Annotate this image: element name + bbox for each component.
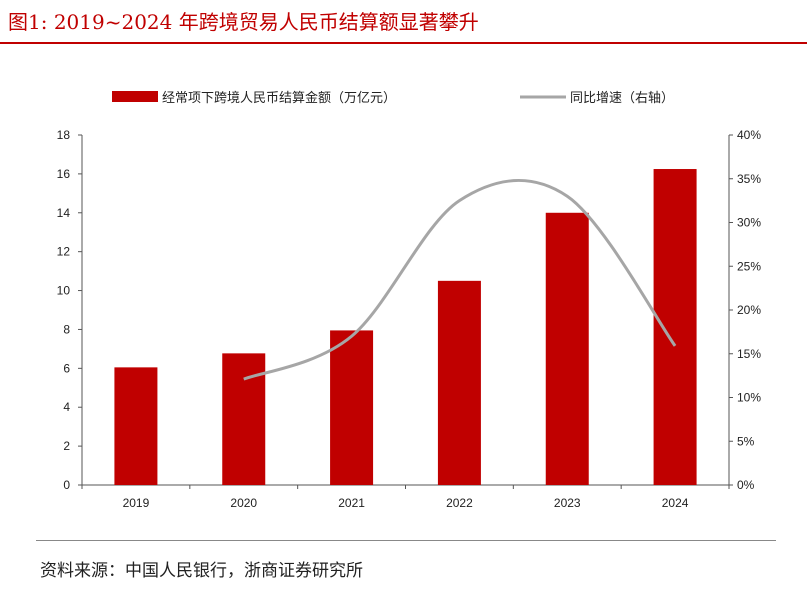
right-tick-label: 5% (737, 434, 755, 448)
x-tick-label: 2023 (554, 496, 581, 510)
left-tick-label: 18 (57, 128, 71, 142)
left-tick-label: 2 (63, 439, 70, 453)
source-note: 资料来源：中国人民银行，浙商证券研究所 (40, 561, 363, 581)
figure-title: 图1: 2019~2024 年跨境贸易人民币结算额显著攀升 (8, 10, 479, 34)
left-tick-label: 14 (57, 206, 71, 220)
bar-2022 (437, 280, 481, 485)
legend-line-label: 同比增速（右轴） (570, 90, 674, 105)
bar-2019 (114, 367, 158, 485)
left-tick-label: 6 (63, 361, 70, 375)
right-tick-label: 0% (737, 478, 755, 492)
right-tick-label: 30% (737, 216, 761, 230)
bar-2021 (330, 330, 374, 485)
right-tick-label: 10% (737, 391, 761, 405)
left-tick-label: 0 (63, 478, 70, 492)
x-tick-label: 2024 (662, 496, 689, 510)
left-tick-label: 12 (57, 245, 71, 259)
right-tick-label: 15% (737, 347, 761, 361)
right-tick-label: 40% (737, 128, 761, 142)
x-tick-label: 2019 (123, 496, 150, 510)
legend-bar-label: 经常项下跨境人民币结算金额（万亿元） (162, 90, 396, 105)
bar-2024 (653, 169, 697, 485)
title-rule (0, 42, 807, 44)
x-tick-label: 2021 (338, 496, 365, 510)
left-tick-label: 16 (57, 167, 71, 181)
left-tick-label: 10 (57, 284, 71, 298)
right-tick-label: 20% (737, 303, 761, 317)
bar-2023 (545, 212, 589, 485)
right-tick-label: 35% (737, 172, 761, 186)
right-tick-label: 25% (737, 259, 761, 273)
x-tick-label: 2022 (446, 496, 473, 510)
left-tick-label: 4 (63, 400, 70, 414)
source-divider (36, 540, 776, 541)
legend-bar-swatch (112, 91, 158, 102)
x-tick-label: 2020 (230, 496, 257, 510)
bar-2020 (222, 353, 266, 485)
left-tick-label: 8 (63, 322, 70, 336)
